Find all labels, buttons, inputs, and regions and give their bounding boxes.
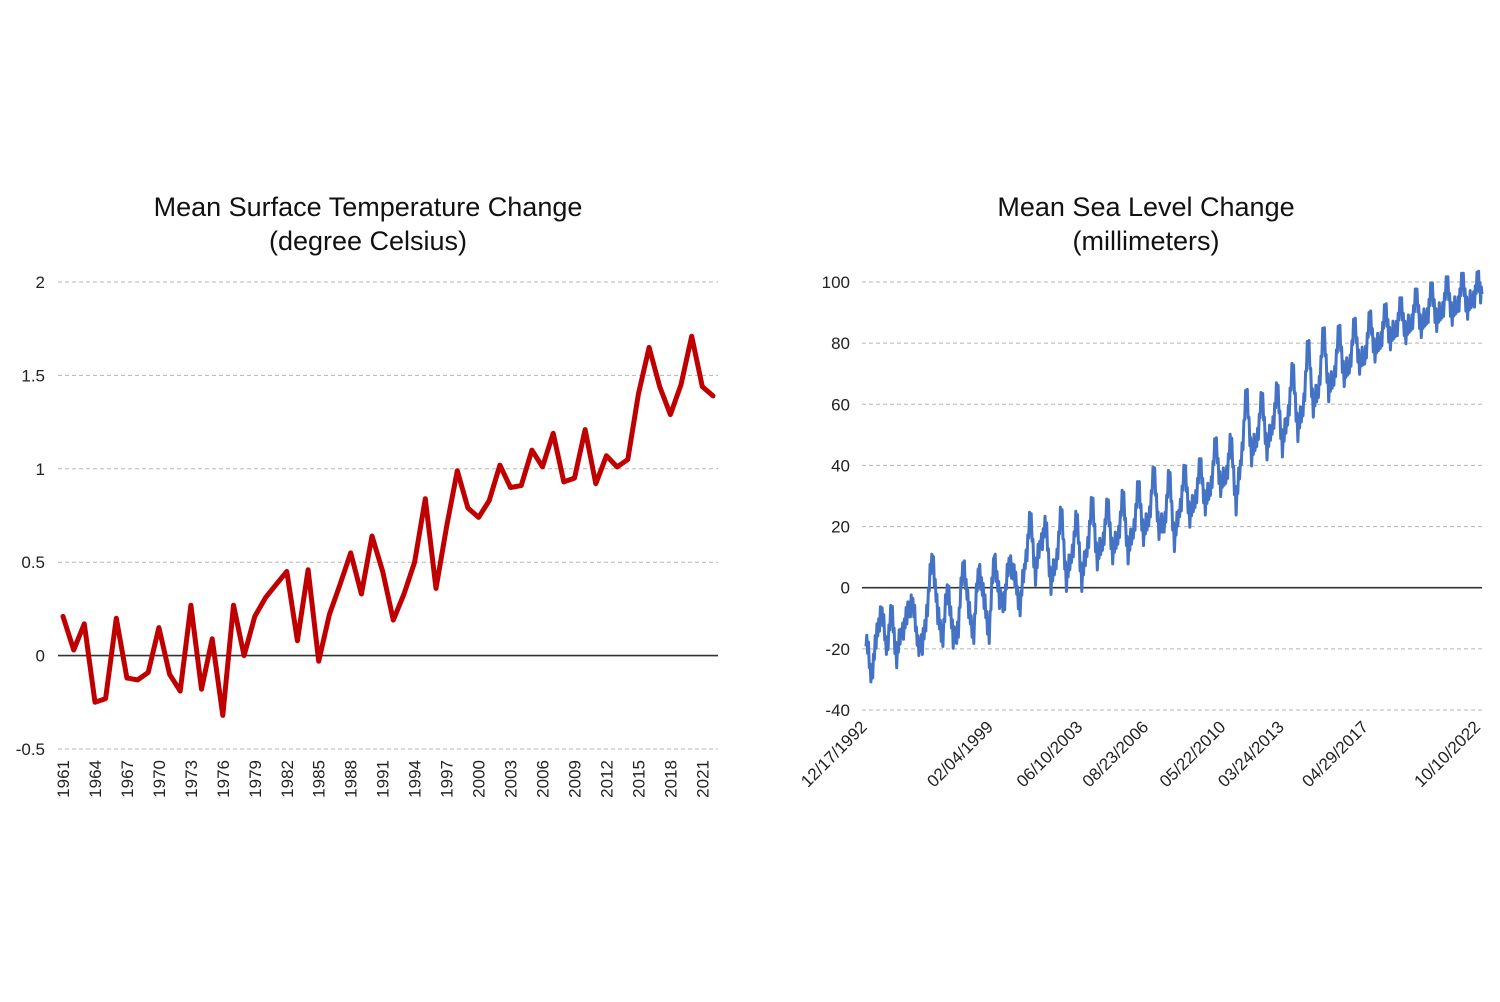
sea-level-chart: Mean Sea Level Change (millimeters) 100 8…: [797, 192, 1484, 791]
x-tick-label: 1982: [278, 760, 297, 798]
y-tick-label: 0: [841, 579, 850, 598]
x-tick-label: 10/10/2022: [1411, 717, 1485, 791]
y-tick-label: 2: [36, 273, 45, 292]
sea-level-y-axis: 100 80 60 40 20 0 -20 -40: [822, 273, 850, 720]
x-tick-label: 1964: [86, 760, 105, 798]
y-tick-label: 40: [831, 456, 850, 475]
x-tick-label: 1979: [246, 760, 265, 798]
temperature-series: [60, 333, 716, 718]
temperature-x-axis: 1961 1964 1967 1970 1973 1976 1979 1982 1985 1988…: [54, 760, 712, 798]
x-tick-label: 1970: [150, 760, 169, 798]
temperature-chart-subtitle: (degree Celsius): [269, 226, 467, 256]
x-tick-label: 1988: [342, 760, 361, 798]
y-tick-label: 60: [831, 395, 850, 414]
x-tick-label: 1997: [438, 760, 457, 798]
y-tick-label: -20: [825, 640, 850, 659]
temperature-gridlines: [58, 281, 718, 750]
sea-level-x-axis: 12/17/1992 02/04/1999 06/10/200308/23/2006…: [797, 717, 1484, 791]
y-tick-label: 1.5: [21, 366, 45, 385]
x-tick-label: 12/17/1992: [797, 717, 871, 791]
y-tick-label: 20: [831, 518, 850, 537]
x-tick-label: 2003: [502, 760, 521, 798]
x-tick-label: 06/10/2003: [1013, 717, 1087, 791]
y-tick-label: -40: [825, 701, 850, 720]
x-tick-label: 1976: [214, 760, 233, 798]
x-tick-label: 2006: [534, 760, 553, 798]
temperature-chart-title: Mean Surface Temperature Change: [154, 192, 583, 222]
x-tick-label: 2000: [470, 760, 489, 798]
x-tick-label: 08/23/2006: [1079, 717, 1153, 791]
y-tick-label: 80: [831, 334, 850, 353]
x-tick-label: 1985: [310, 760, 329, 798]
x-tick-label: 1991: [374, 760, 393, 798]
y-tick-label: 100: [822, 273, 850, 292]
x-tick-label: 1961: [54, 760, 73, 798]
x-tick-label: 2021: [693, 760, 712, 798]
y-tick-label: 1: [36, 460, 45, 479]
y-tick-label: -0.5: [16, 740, 45, 759]
x-tick-label: 1967: [118, 760, 137, 798]
y-tick-label: 0.5: [21, 553, 45, 572]
temperature-chart: Mean Surface Temperature Change (degree …: [16, 192, 718, 798]
sea-level-chart-title: Mean Sea Level Change: [997, 192, 1294, 222]
x-tick-label: 1994: [406, 760, 425, 798]
x-tick-label: 2009: [565, 760, 584, 798]
x-tick-label: 04/29/2017: [1298, 717, 1372, 791]
sea-level-series: [864, 269, 1484, 684]
x-tick-label: 2015: [629, 760, 648, 798]
x-tick-label: 2012: [597, 760, 616, 798]
x-tick-label: 02/04/1999: [923, 717, 997, 791]
y-tick-label: 0: [36, 647, 45, 666]
temperature-y-axis: 2 1.5 1 0.5 0 -0.5: [16, 273, 45, 759]
sea-level-line: [864, 269, 1484, 684]
x-tick-label: 2018: [661, 760, 680, 798]
temperature-line: [60, 333, 716, 718]
sea-level-chart-subtitle: (millimeters): [1073, 226, 1220, 256]
x-tick-label: 1973: [182, 760, 201, 798]
